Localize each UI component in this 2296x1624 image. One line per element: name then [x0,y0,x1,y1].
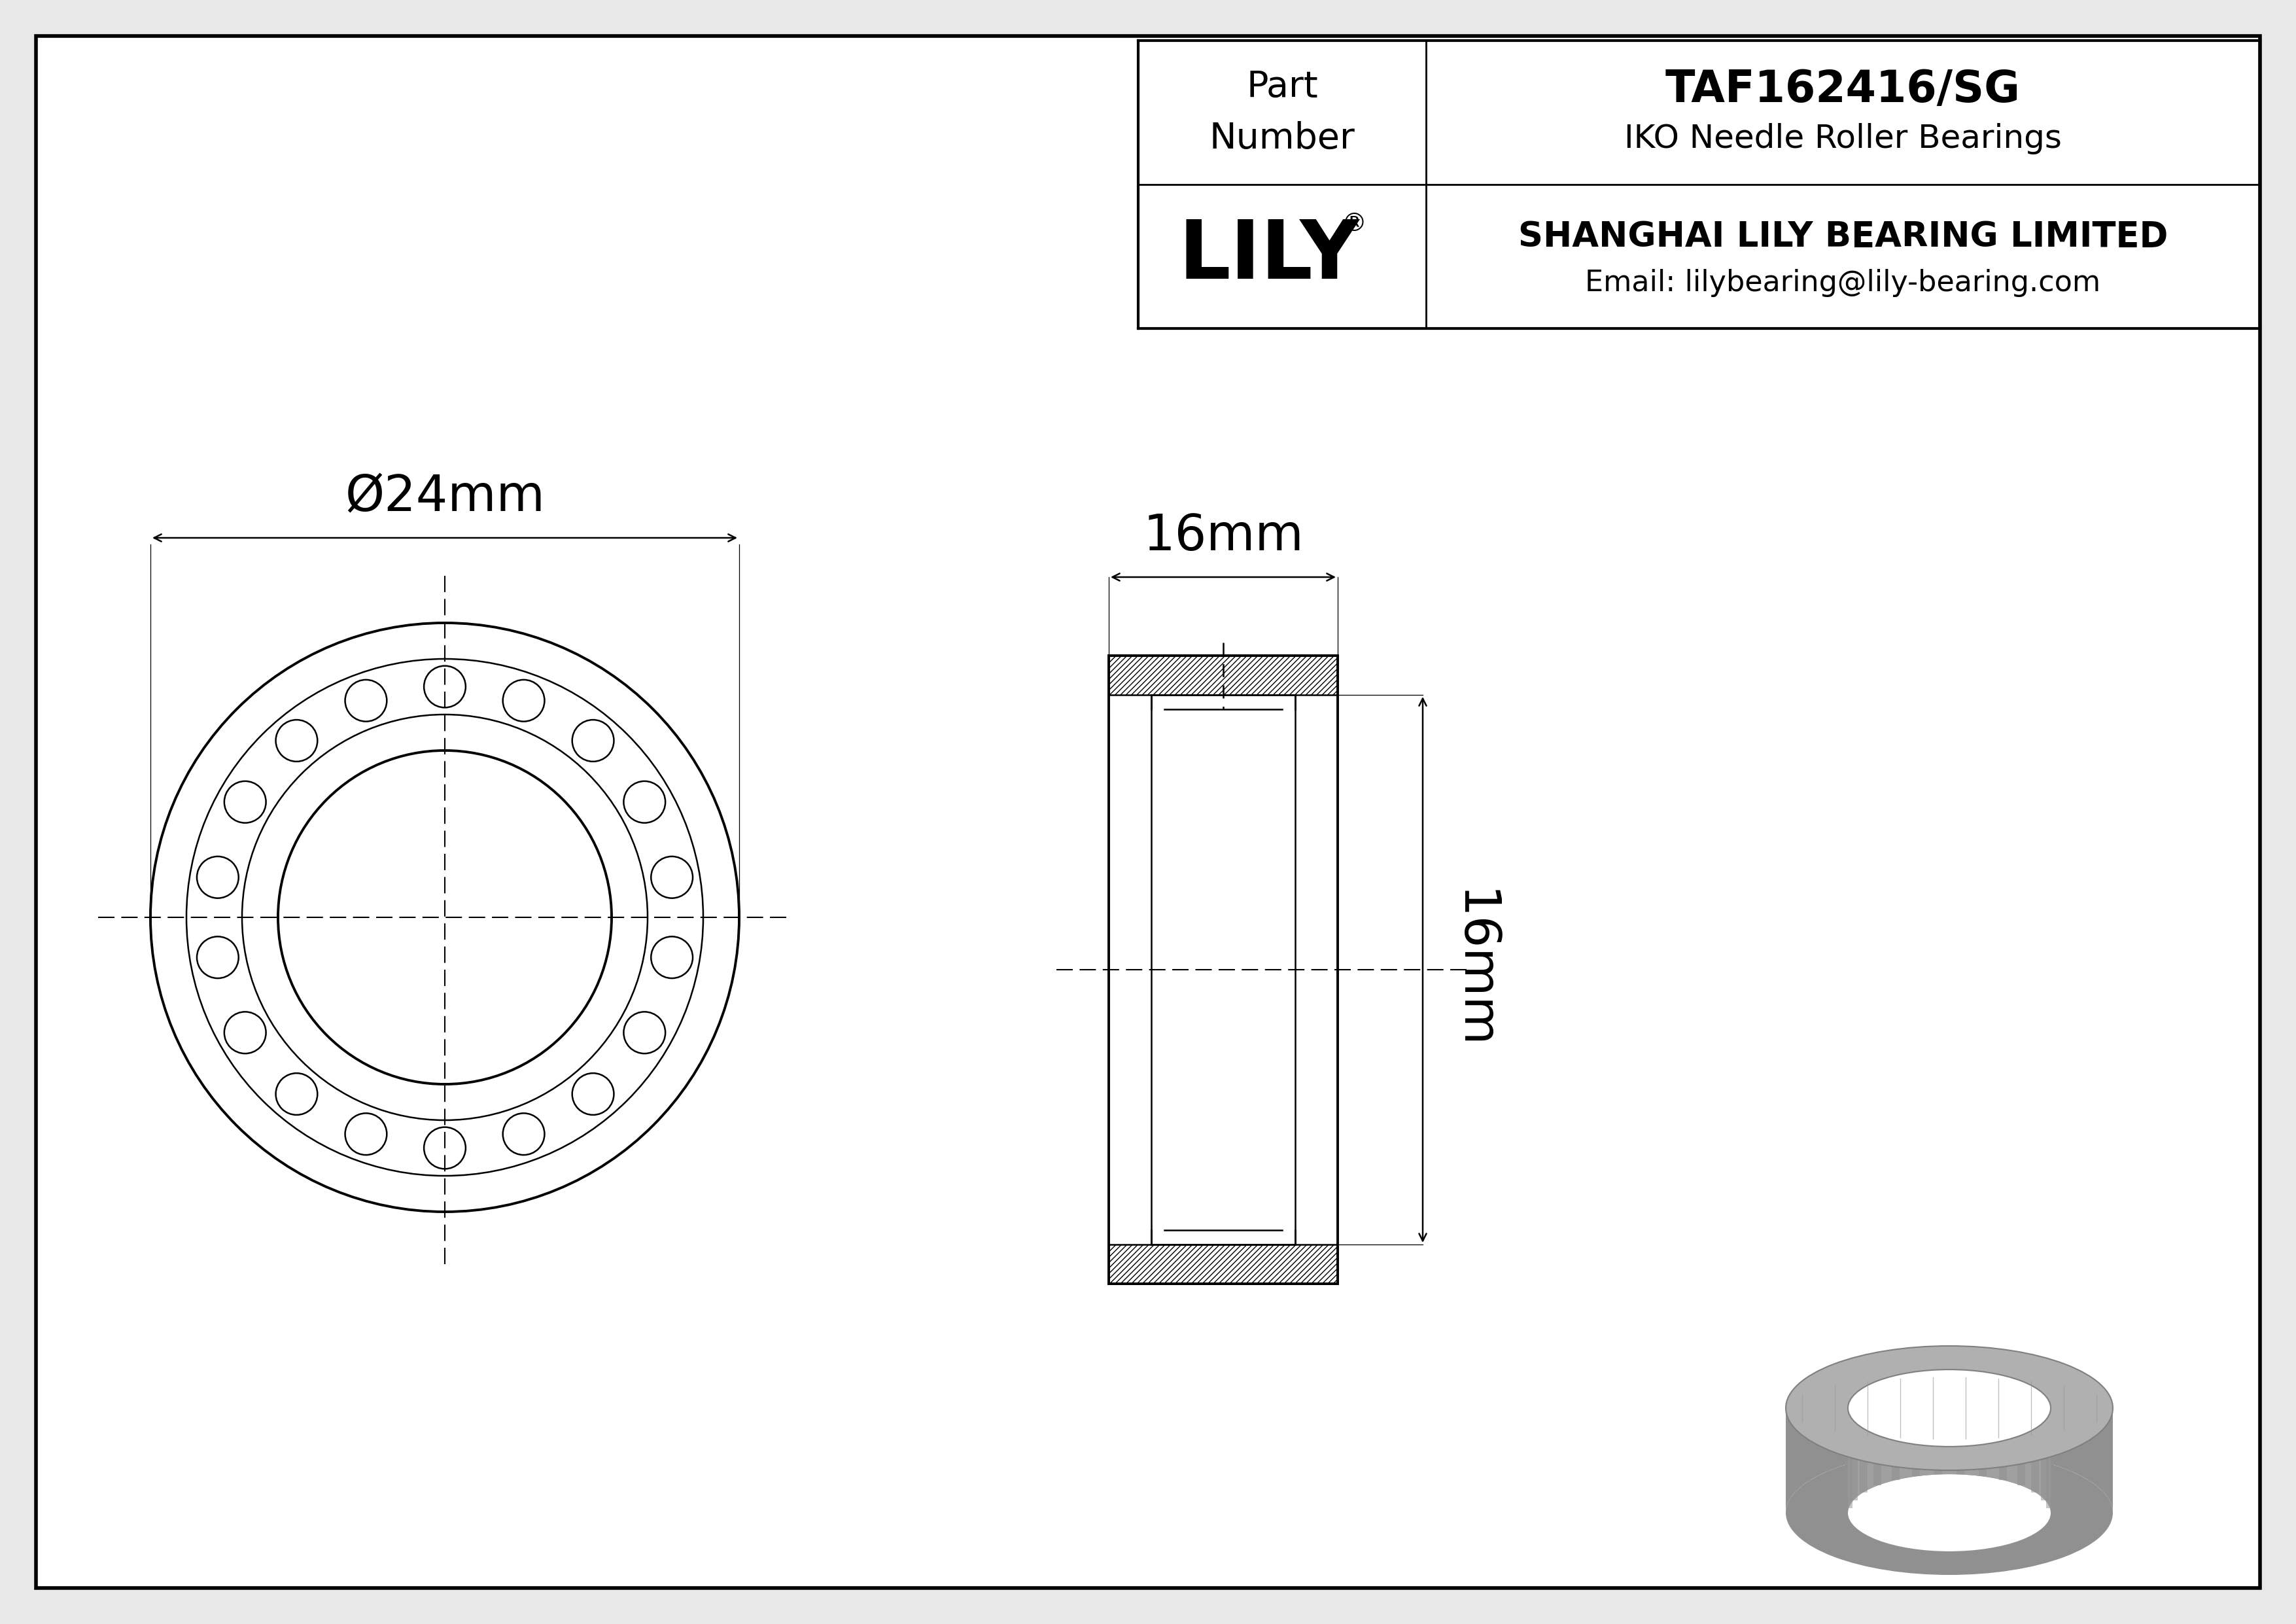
Polygon shape [1933,1369,1942,1475]
Polygon shape [1892,1376,1899,1479]
Text: SHANGHAI LILY BEARING LIMITED: SHANGHAI LILY BEARING LIMITED [1518,219,2167,253]
Polygon shape [1844,1403,1853,1509]
Text: Ø24mm: Ø24mm [344,473,544,521]
Text: TAF162416/SG: TAF162416/SG [1665,68,2020,110]
Polygon shape [2032,1387,2039,1492]
Polygon shape [1913,1372,1919,1476]
Text: IKO Needle Roller Bearings: IKO Needle Roller Bearings [1623,123,2062,154]
Bar [1109,656,1339,1283]
Ellipse shape [1786,1450,2112,1575]
Text: Email: lilybearing@lily-bearing.com: Email: lilybearing@lily-bearing.com [1584,268,2101,297]
Ellipse shape [1848,1369,2050,1447]
Polygon shape [1851,1395,1857,1501]
Polygon shape [1874,1380,1880,1486]
Text: LILY: LILY [1178,218,1359,296]
Text: Part
Number: Part Number [1210,68,1355,156]
Ellipse shape [1786,1346,2112,1470]
Bar [1109,656,1339,695]
Polygon shape [2018,1380,2025,1486]
Bar [1150,695,1295,1244]
Polygon shape [1956,1369,1965,1475]
Polygon shape [1786,1346,2112,1514]
Ellipse shape [1848,1475,2050,1551]
Bar [1109,1244,1339,1283]
Text: 16mm: 16mm [1143,512,1304,560]
Polygon shape [1860,1387,1867,1492]
Polygon shape [2000,1376,2007,1479]
Polygon shape [2041,1395,2048,1501]
Text: 16mm: 16mm [1449,890,1497,1051]
Text: ®: ® [1341,211,1366,235]
Polygon shape [1848,1369,2050,1514]
Polygon shape [2046,1403,2055,1509]
Polygon shape [1979,1372,1986,1476]
